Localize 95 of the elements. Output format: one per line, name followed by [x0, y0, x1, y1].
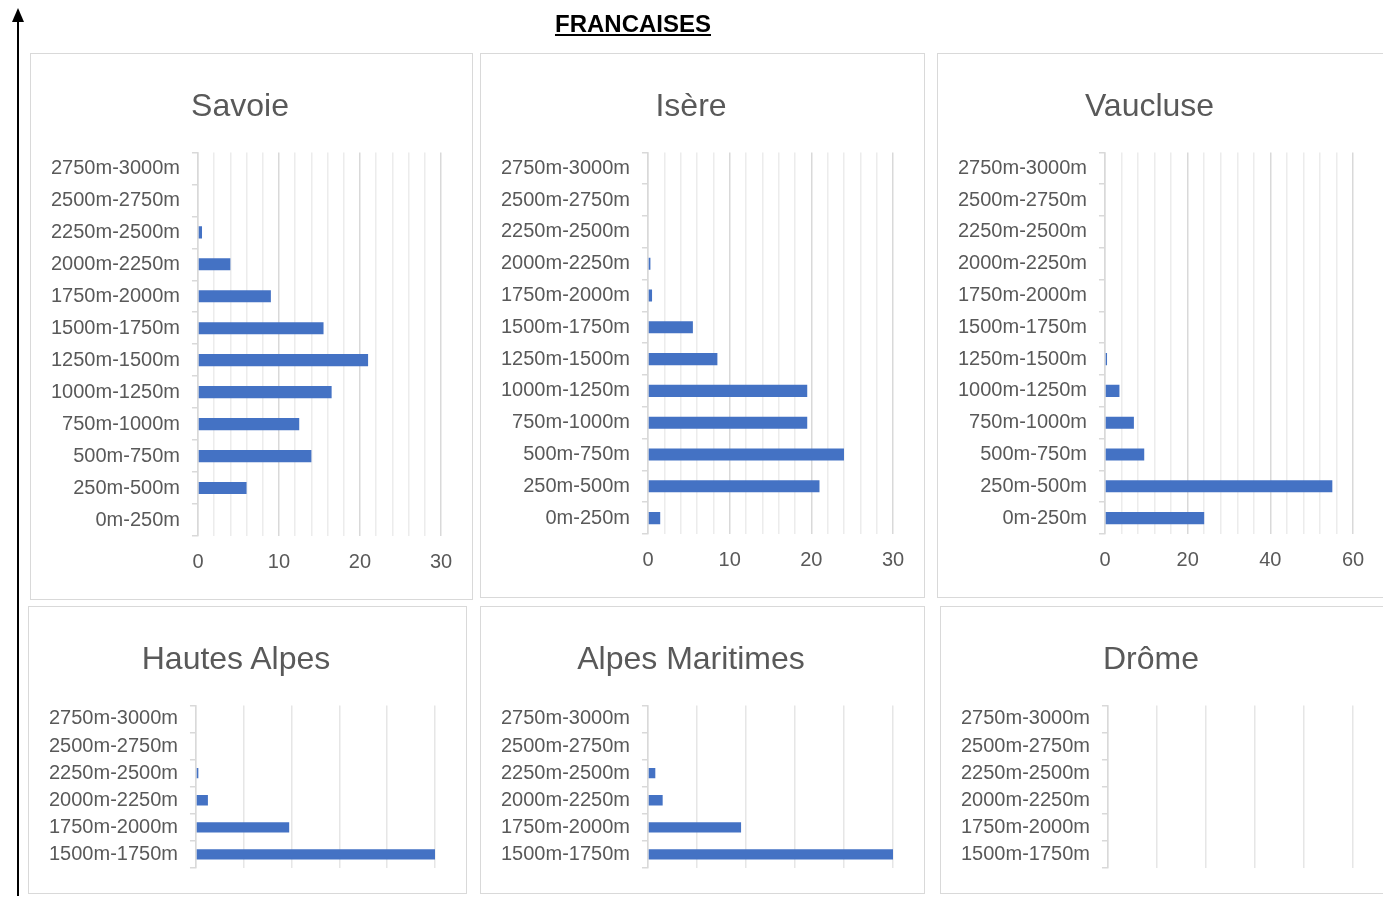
y-tick-label: 2750m-3000m — [501, 155, 630, 178]
y-tick-label: 0m-250m — [95, 507, 180, 530]
y-tick-label: 2250m-2500m — [958, 219, 1087, 242]
y-tick-label: 1750m-2000m — [501, 814, 630, 837]
bar — [198, 418, 300, 431]
bar — [648, 289, 653, 302]
bar — [198, 258, 231, 271]
x-tick-label: 20 — [348, 549, 372, 572]
y-tick-label: 750m-1000m — [969, 410, 1087, 433]
y-tick-label: 2750m-3000m — [501, 706, 630, 729]
bar — [196, 795, 208, 806]
y-tick-label: 1750m-2000m — [51, 283, 180, 306]
y-tick-label: 1000m-1250m — [51, 379, 180, 402]
y-tick-label: 250m-500m — [73, 475, 180, 498]
bar — [1105, 384, 1120, 397]
y-tick-label: 1250m-1500m — [51, 347, 180, 370]
y-tick-label: 1500m-1750m — [501, 314, 630, 337]
y-tick-label: 2250m-2500m — [49, 760, 178, 783]
text: FRANCAISES — [554, 10, 711, 38]
y-tick-label: 2500m-2750m — [958, 187, 1087, 210]
y-tick-label: 1750m-2000m — [958, 283, 1087, 306]
y-tick-label: 500m-750m — [980, 442, 1087, 465]
bar — [648, 795, 663, 806]
y-tick-label: 250m-500m — [980, 473, 1087, 496]
bar — [1105, 512, 1205, 525]
y-tick-label: 2250m-2500m — [501, 760, 630, 783]
bar — [198, 226, 203, 239]
bar — [1105, 448, 1145, 461]
bar — [198, 354, 369, 367]
y-tick-label: 0m-250m — [1002, 505, 1087, 528]
x-tick-label: 10 — [267, 549, 291, 572]
bar — [198, 386, 332, 399]
bar — [648, 353, 718, 366]
bar — [1105, 416, 1134, 429]
y-tick-label: 2000m-2250m — [501, 251, 630, 274]
bar — [198, 290, 271, 303]
bar — [648, 512, 661, 525]
bar — [648, 448, 844, 461]
y-tick-label: 500m-750m — [523, 442, 630, 465]
chart-title: Alpes Maritimes — [577, 640, 805, 677]
y-tick-label: 1000m-1250m — [501, 378, 630, 401]
bar — [648, 480, 820, 493]
y-tick-label: 2000m-2250m — [501, 787, 630, 810]
y-tick-label: 2250m-2500m — [501, 219, 630, 242]
bar — [1105, 480, 1333, 493]
bar — [198, 450, 312, 463]
y-tick-label: 750m-1000m — [512, 410, 630, 433]
x-tick-label: 0 — [642, 547, 654, 570]
x-tick-label: 20 — [1176, 547, 1199, 570]
y-tick-label: 1250m-1500m — [958, 346, 1087, 369]
chart-title: Vaucluse — [1084, 87, 1215, 124]
y-tick-label: 2000m-2250m — [49, 787, 178, 810]
y-tick-label: 2750m-3000m — [958, 155, 1087, 178]
y-tick-label: 0m-250m — [545, 505, 630, 528]
y-tick-label: 1500m-1750m — [958, 314, 1087, 337]
y-tick-label: 2000m-2250m — [51, 251, 180, 274]
y-tick-label: 2500m-2750m — [501, 733, 630, 756]
bar — [648, 384, 808, 397]
x-tick-label: 60 — [1341, 547, 1365, 570]
y-tick-label: 1500m-1750m — [49, 841, 178, 864]
x-tick-label: 30 — [881, 547, 905, 570]
bar — [196, 849, 435, 860]
chart-title: Isère — [655, 87, 727, 124]
x-tick-label: 10 — [718, 547, 741, 570]
y-tick-label: 500m-750m — [73, 443, 180, 466]
x-tick-label: 0 — [192, 549, 204, 572]
y-tick-label: 1500m-1750m — [501, 841, 630, 864]
bar — [198, 481, 247, 495]
y-tick-label: 250m-500m — [523, 473, 630, 496]
y-tick-label: 1750m-2000m — [49, 814, 178, 837]
bar — [648, 849, 893, 860]
bar — [648, 321, 693, 334]
x-tick-label: 30 — [429, 549, 453, 572]
bar — [648, 822, 742, 833]
y-tick-label: 1250m-1500m — [501, 346, 630, 369]
y-tick-label: 2750m-3000m — [49, 706, 178, 729]
chart-title: Hautes Alpes — [141, 640, 331, 677]
bar — [196, 822, 290, 833]
y-tick-label: 1750m-2000m — [501, 283, 630, 306]
y-tick-label: 2500m-2750m — [501, 187, 630, 210]
bar — [198, 322, 324, 335]
y-tick-label: 2500m-2750m — [49, 733, 178, 756]
chart-title: Savoie — [191, 87, 289, 124]
text: Drôme — [1102, 640, 1200, 677]
x-tick-label: 0 — [1099, 547, 1111, 570]
x-tick-label: 20 — [800, 547, 823, 570]
y-tick-label: 2750m-3000m — [51, 155, 180, 178]
y-tick-label: 1000m-1250m — [958, 378, 1087, 401]
y-tick-label: 1500m-1750m — [51, 315, 180, 338]
bar — [648, 416, 808, 429]
y-tick-label: 2250m-2500m — [51, 219, 180, 242]
y-tick-label: 750m-1000m — [62, 411, 180, 434]
y-tick-label: 2500m-2750m — [51, 187, 180, 210]
x-tick-label: 40 — [1259, 547, 1282, 570]
y-tick-label: 2000m-2250m — [958, 251, 1087, 274]
